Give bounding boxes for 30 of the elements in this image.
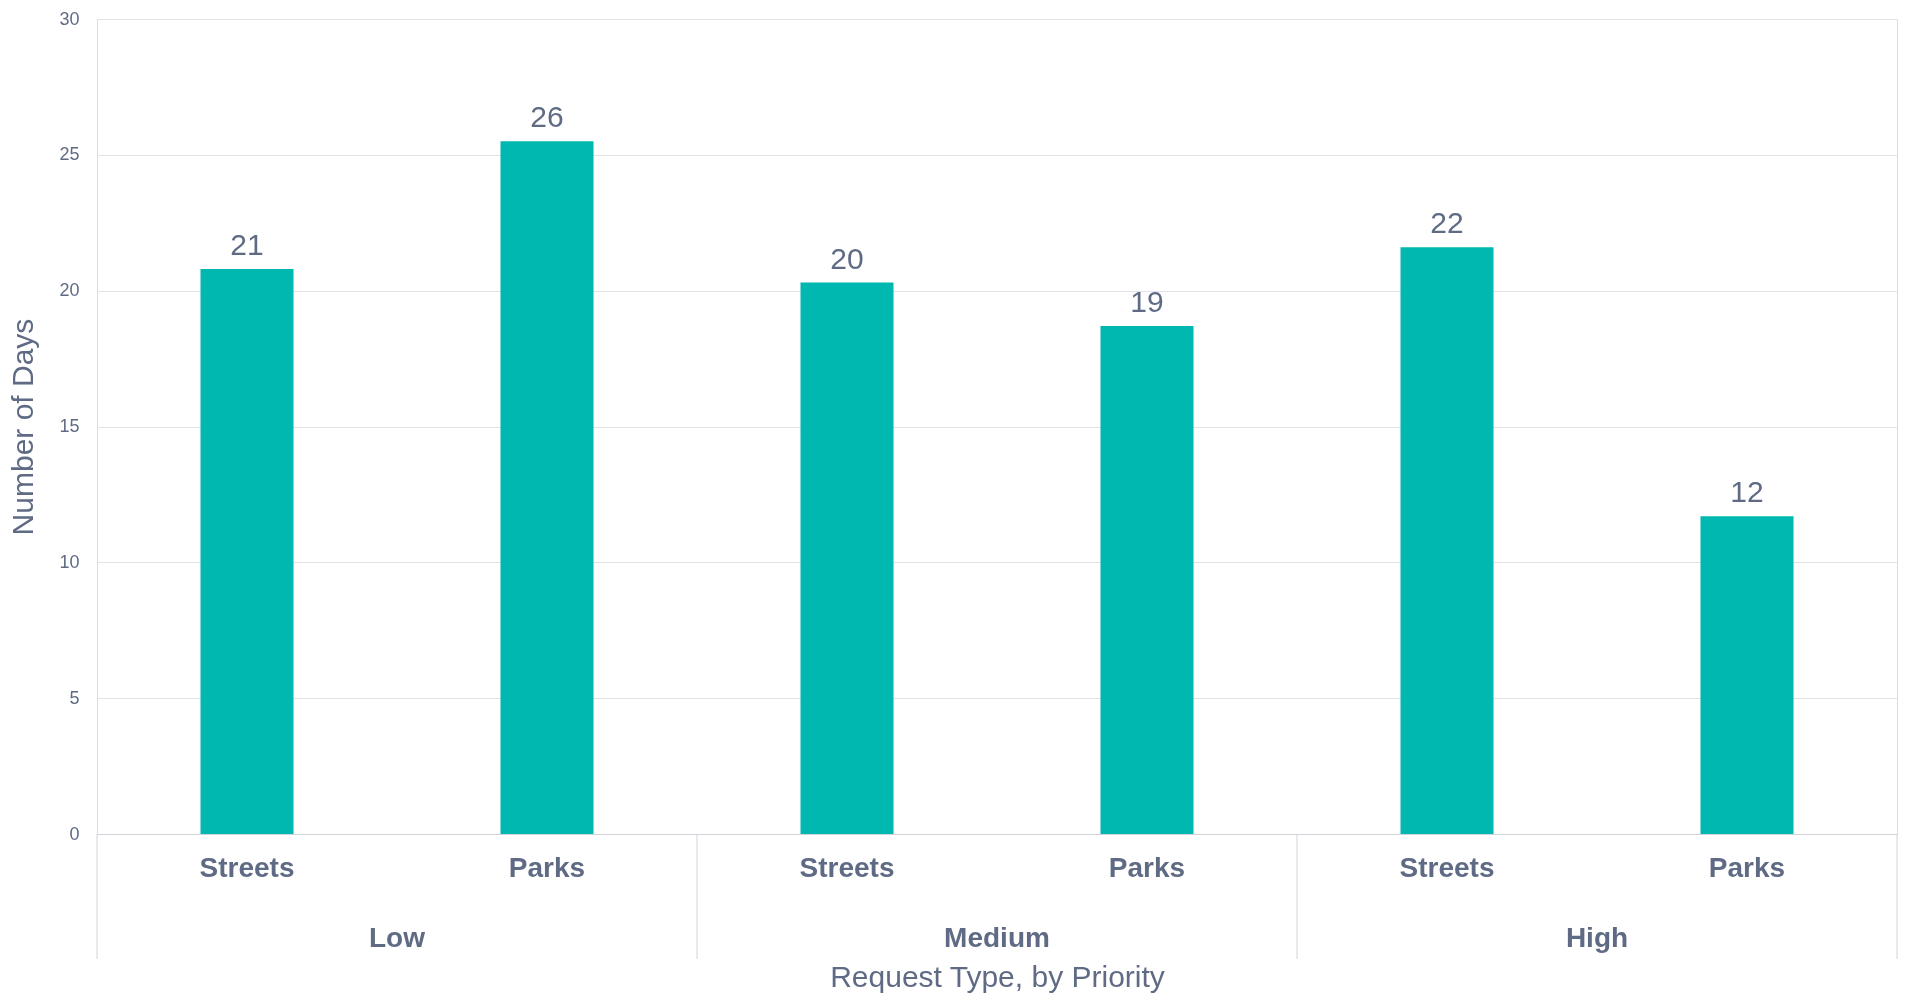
- y-tick-label: 30: [59, 8, 80, 29]
- y-axis-title: Number of Days: [6, 318, 40, 536]
- text: Medium: [944, 922, 1050, 953]
- x-tick-label: Parks: [1708, 851, 1786, 883]
- bar: [200, 268, 294, 834]
- y-tick-label: 0: [69, 823, 80, 844]
- text: High: [1565, 922, 1629, 953]
- x-tick-label: Parks: [1108, 851, 1186, 883]
- data-label: 20: [830, 241, 864, 275]
- data-label: 22: [1430, 206, 1464, 240]
- x-tick-label: Streets: [199, 851, 295, 883]
- y-tick-label: 5: [69, 687, 80, 708]
- x-tick-label: Streets: [799, 851, 895, 883]
- y-tick-label: 25: [59, 144, 80, 165]
- bar: [1700, 516, 1794, 834]
- y-tick-label: 10: [59, 551, 80, 572]
- bar: [1400, 247, 1494, 834]
- y-tick-label: 20: [59, 280, 80, 301]
- bar: [800, 282, 894, 834]
- bar: [1100, 325, 1194, 834]
- data-label: 26: [530, 100, 564, 134]
- x-axis-title: Request Type, by Priority: [830, 959, 1165, 993]
- x-tick-label: Streets: [1399, 851, 1495, 883]
- text: Low: [369, 922, 426, 953]
- x-tick-label: Parks: [508, 851, 586, 883]
- data-label: 21: [230, 227, 264, 261]
- data-label: 12: [1730, 475, 1764, 509]
- bar: [500, 141, 594, 834]
- y-tick-label: 15: [59, 416, 80, 436]
- data-label: 19: [1130, 284, 1164, 318]
